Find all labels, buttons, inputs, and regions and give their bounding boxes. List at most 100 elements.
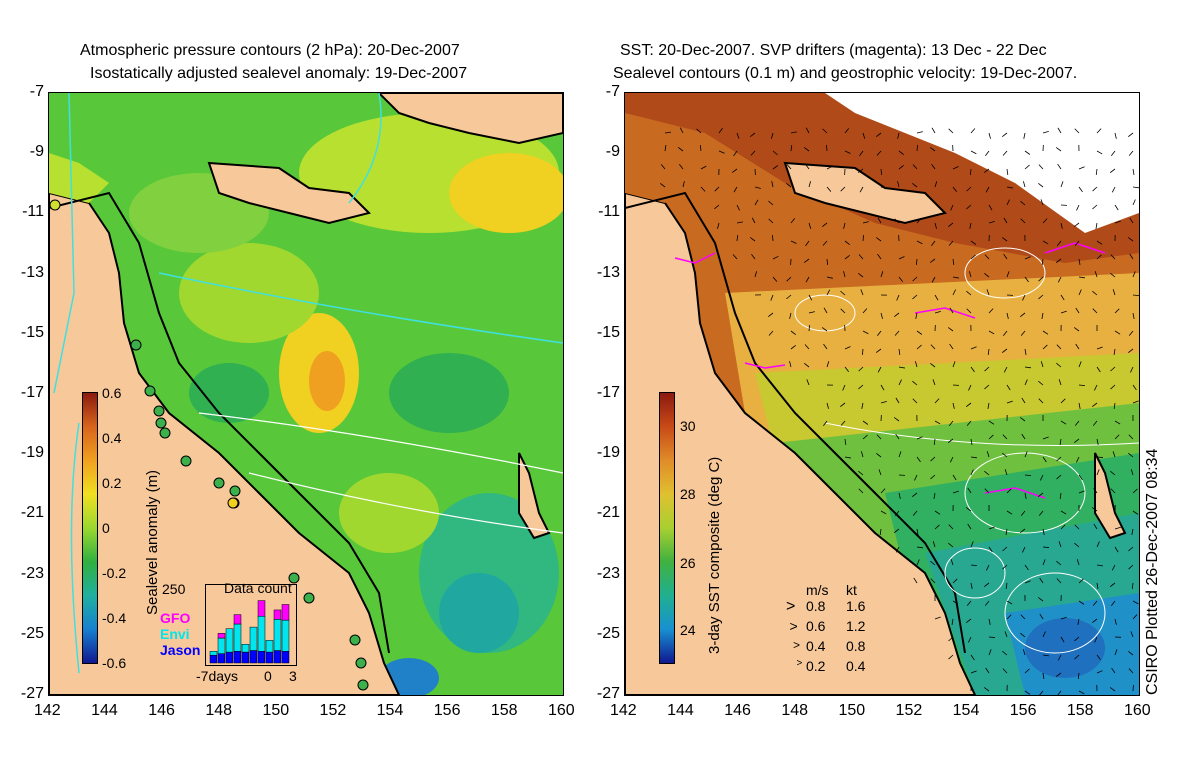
velocity-vector (1111, 667, 1116, 674)
sealevel-colorbar-tick-6: -0.6 (102, 655, 127, 671)
velocity-vector (965, 507, 972, 512)
velocity-vector (808, 324, 810, 332)
velocity-vector (1132, 271, 1136, 278)
inset-bar-0-jason (209, 654, 218, 664)
velocity-vector (965, 618, 972, 623)
velocity-vector (844, 438, 847, 445)
velocity-vector (772, 234, 774, 242)
lat-tick-r-2: -11 (598, 203, 620, 221)
velocity-vector (1002, 150, 1008, 156)
velocity-vector (1078, 361, 1082, 368)
velocity-vector (1129, 253, 1134, 260)
sst-colorbar-tick-3: 24 (680, 622, 696, 638)
velocity-vector (803, 147, 810, 152)
velocity-vector (934, 420, 941, 425)
lon-tick-l-5: 152 (319, 702, 347, 719)
velocity-vector (968, 384, 972, 391)
velocity-vector (970, 564, 978, 567)
velocity-vector (916, 258, 918, 266)
lat-tick-r-1: -9 (605, 143, 620, 161)
inset-bar-0-envi (209, 651, 218, 656)
inset-bar-8-jason (273, 650, 282, 664)
velocity-vector (843, 222, 846, 229)
lon-tick-r-4: 150 (838, 702, 866, 719)
velocity-vector (1038, 164, 1044, 170)
velocity-vector (1056, 560, 1062, 566)
velocity-vector (952, 289, 956, 296)
velocity-vector (844, 366, 850, 372)
velocity-vector (860, 289, 864, 296)
lat-tick-l-9: -25 (20, 624, 44, 642)
velocity-vector (952, 276, 959, 279)
velocity-vector (1078, 600, 1085, 605)
velocity-vector (988, 434, 994, 440)
velocity-vector (916, 330, 923, 335)
velocity-vector (804, 362, 810, 368)
velocity-vector (1001, 348, 1008, 353)
velocity-vector (948, 654, 954, 660)
sst-colorbar-tick-0: 30 (680, 418, 696, 434)
velocity-vector (736, 221, 743, 224)
sst-colorbar-label: 3-day SST composite (deg C) (706, 456, 723, 654)
velocity-vector (930, 456, 936, 462)
velocity-vector (894, 510, 900, 516)
velocity-vector (875, 237, 882, 242)
velocity-vector (677, 147, 684, 152)
velocity-vector (987, 402, 990, 409)
velocity-vector (970, 254, 976, 260)
velocity-vector (1110, 470, 1116, 476)
velocity-vector (786, 164, 792, 170)
velocity-vector (718, 150, 725, 154)
velocity-vector (948, 128, 954, 134)
velocity-vector (987, 348, 990, 356)
velocity-vector (1114, 330, 1121, 335)
velocity-vector (733, 150, 738, 157)
velocity-vector (1004, 631, 1008, 638)
velocity-vector (916, 559, 920, 566)
lon-tick-l-8: 158 (490, 702, 518, 719)
velocity-vector (897, 132, 900, 139)
inset-bar-3-envi (233, 623, 242, 652)
lat-tick-r-10: -27 (596, 685, 620, 702)
velocity-vector (988, 618, 991, 625)
velocity-vector (1038, 398, 1044, 404)
velocity-vector (952, 166, 959, 170)
velocity-vector (790, 330, 796, 336)
velocity-vector (984, 272, 990, 278)
velocity-vector (826, 186, 832, 192)
velocity-vector (786, 276, 792, 282)
velocity-vector (844, 346, 851, 350)
velocity-vector (950, 559, 954, 566)
velocity-vector (929, 258, 936, 263)
velocity-vector (1132, 384, 1137, 391)
velocity-vector (949, 307, 954, 314)
velocity-vector (1093, 487, 1098, 494)
velocity-vector (790, 240, 797, 244)
velocity-vector (1114, 308, 1120, 314)
velocity-kt-0: 1.6 (846, 598, 866, 614)
velocity-vector (970, 654, 975, 661)
velocity-vector (733, 186, 738, 193)
velocity-vector (696, 128, 702, 134)
velocity-vector (1038, 182, 1044, 188)
velocity-vector (984, 470, 990, 476)
velocity-vector (967, 523, 972, 530)
velocity-vector (930, 362, 936, 368)
velocity-vector (1114, 618, 1117, 625)
velocity-vector (948, 222, 954, 227)
velocity-vector (1131, 528, 1134, 535)
inset-bar-1-gfo (217, 633, 226, 639)
velocity-vector (951, 618, 954, 625)
velocity-vector (880, 510, 887, 515)
velocity-vector (823, 343, 828, 350)
velocity-vector (736, 132, 740, 139)
velocity-vector (844, 150, 851, 154)
lon-tick-r-8: 158 (1066, 702, 1094, 719)
velocity-header-ms: m/s (806, 582, 829, 598)
lon-tick-l-3: 148 (205, 702, 233, 719)
velocity-vector (1096, 654, 1101, 661)
velocity-ms-1: 0.6 (806, 618, 826, 634)
velocity-vector (822, 240, 828, 246)
velocity-vector (858, 366, 864, 372)
velocity-vector (808, 311, 815, 314)
